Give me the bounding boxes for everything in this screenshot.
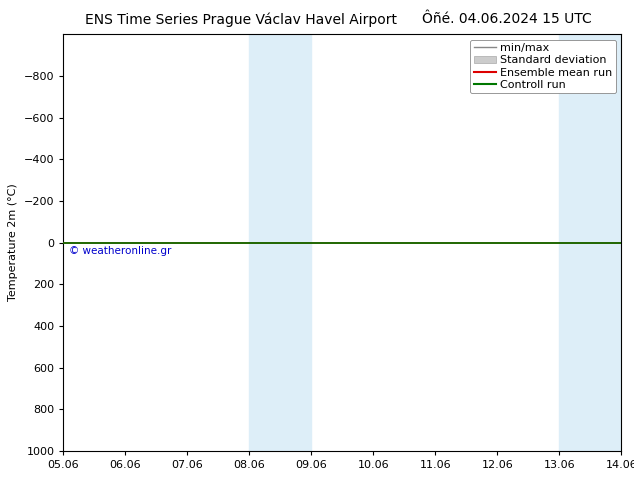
Legend: min/max, Standard deviation, Ensemble mean run, Controll run: min/max, Standard deviation, Ensemble me… (470, 40, 616, 93)
Text: © weatheronline.gr: © weatheronline.gr (69, 246, 171, 256)
Bar (249, 34, 311, 451)
Y-axis label: Temperature 2m (°C): Temperature 2m (°C) (8, 184, 18, 301)
Bar (559, 34, 621, 451)
Text: Ôñé. 04.06.2024 15 UTC: Ôñé. 04.06.2024 15 UTC (422, 12, 592, 26)
Text: ENS Time Series Prague Václav Havel Airport: ENS Time Series Prague Václav Havel Airp… (85, 12, 397, 27)
